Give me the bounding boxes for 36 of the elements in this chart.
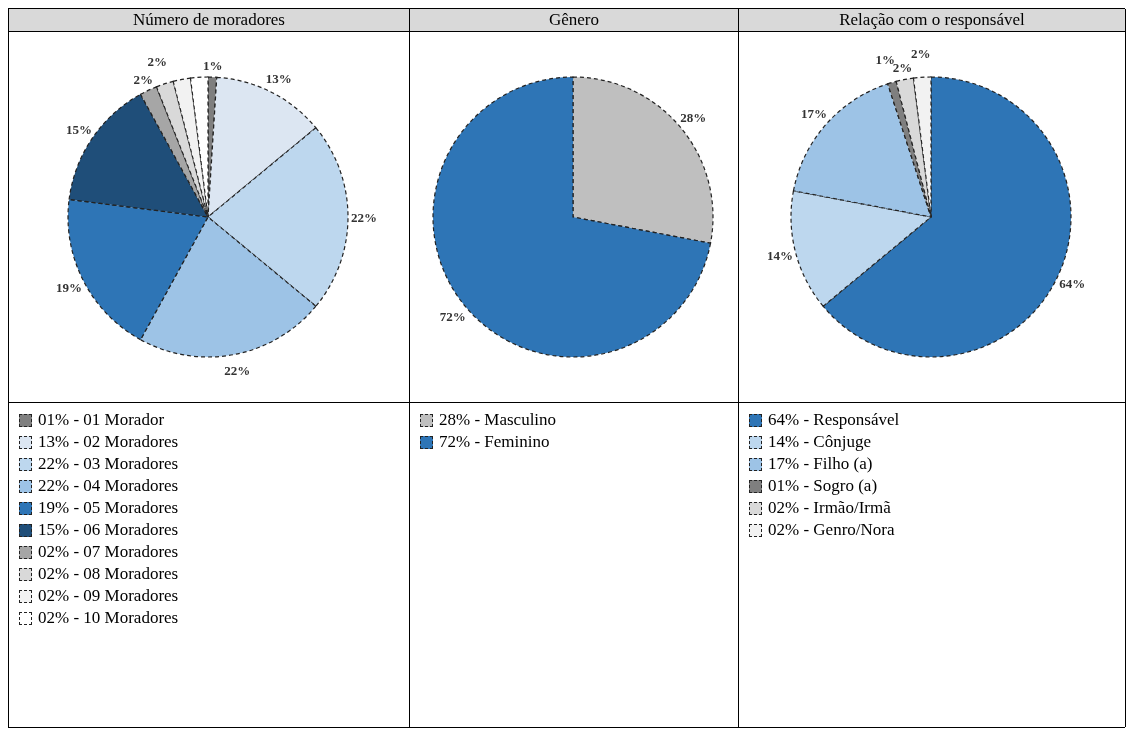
legend-label: 22% - 03 Moradores — [38, 453, 179, 475]
chart-title: Relação com o responsável — [739, 9, 1125, 32]
data-label: 72% — [439, 308, 466, 324]
legend-label: 17% - Filho (a) — [768, 453, 873, 475]
data-label: 19% — [56, 280, 82, 296]
legend-label: 28% - Masculino — [439, 409, 557, 431]
legend-label: 15% - 06 Moradores — [38, 519, 179, 541]
legend-label: 02% - 10 Moradores — [38, 607, 179, 629]
data-label: 28% — [680, 110, 707, 126]
pie-slice — [432, 76, 712, 358]
legend-label: 02% - 07 Moradores — [38, 541, 179, 563]
data-label: 17% — [800, 106, 827, 122]
legend-label: 13% - 02 Moradores — [38, 431, 179, 453]
data-label: 64% — [1059, 275, 1086, 291]
legend-label: 22% - 04 Moradores — [38, 475, 179, 497]
legend-label: 14% - Cônjuge — [768, 431, 871, 453]
data-label: 2% — [147, 53, 168, 69]
data-label: 22% — [224, 362, 251, 378]
legend-label: 02% - Genro/Nora — [768, 519, 895, 541]
legend-label: 01% - Sogro (a) — [768, 475, 878, 497]
chart-title: Gênero — [410, 9, 738, 32]
data-label: 2% — [910, 45, 931, 61]
legend-label: 64% - Responsável — [768, 409, 900, 431]
data-label: 2% — [133, 71, 154, 87]
legend-label: 01% - 01 Morador — [38, 409, 165, 431]
legend-label: 02% - 09 Moradores — [38, 585, 179, 607]
chart-title: Número de moradores — [9, 9, 409, 32]
legend-label: 02% - 08 Moradores — [38, 563, 179, 585]
legend-label: 72% - Feminino — [439, 431, 550, 453]
data-label: 22% — [351, 209, 377, 225]
data-label: 14% — [766, 248, 793, 264]
legend-label: 19% - 05 Moradores — [38, 497, 179, 519]
legend-label: 02% - Irmão/Irmã — [768, 497, 891, 519]
data-label: 13% — [265, 70, 292, 86]
data-label: 1% — [203, 57, 223, 73]
data-label: 15% — [65, 121, 92, 137]
